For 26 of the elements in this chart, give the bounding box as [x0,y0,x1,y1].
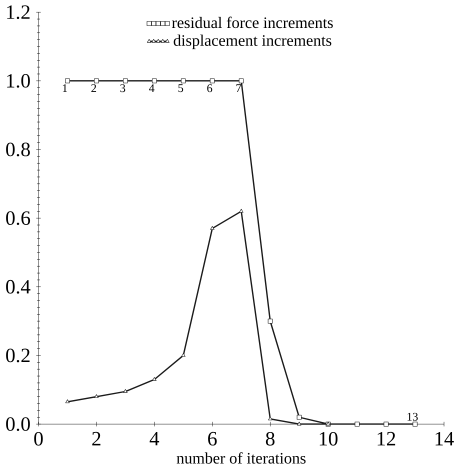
annotation: 4 [148,84,154,92]
x-tick-label: 8 [266,432,274,446]
y-tick-label: 1.0 [6,74,30,88]
y-tick-label: 0.4 [6,280,30,294]
y-tick-label: 0.6 [6,211,30,226]
y-tick-label: 1.2 [6,5,30,20]
legend-label: displacement increments [174,34,332,50]
legend-label: residual force increments [172,16,333,28]
x-tick-label: 14 [435,432,454,446]
annotation: 5 [178,84,183,92]
annotation: 1 [62,84,67,92]
y-tick-label: 0.8 [6,142,30,156]
annotation: 3 [120,84,125,92]
x-tick-label: 6 [208,432,217,446]
y-tick-label: 0.0 [6,417,30,431]
y-tick-label: 0.2 [6,348,30,362]
annotation: 6 [206,84,212,92]
x-tick-label: 4 [149,432,159,446]
x-tick-label: 2 [92,432,100,446]
x-tick-label: 12 [377,432,395,446]
annotation: 13 [407,412,418,421]
annotation: 2 [91,84,96,92]
x-tick-label: 0 [34,432,43,446]
annotation: 7 [236,84,241,92]
x-axis-title: number of iterations [176,452,306,464]
x-tick-label: 10 [320,432,338,446]
